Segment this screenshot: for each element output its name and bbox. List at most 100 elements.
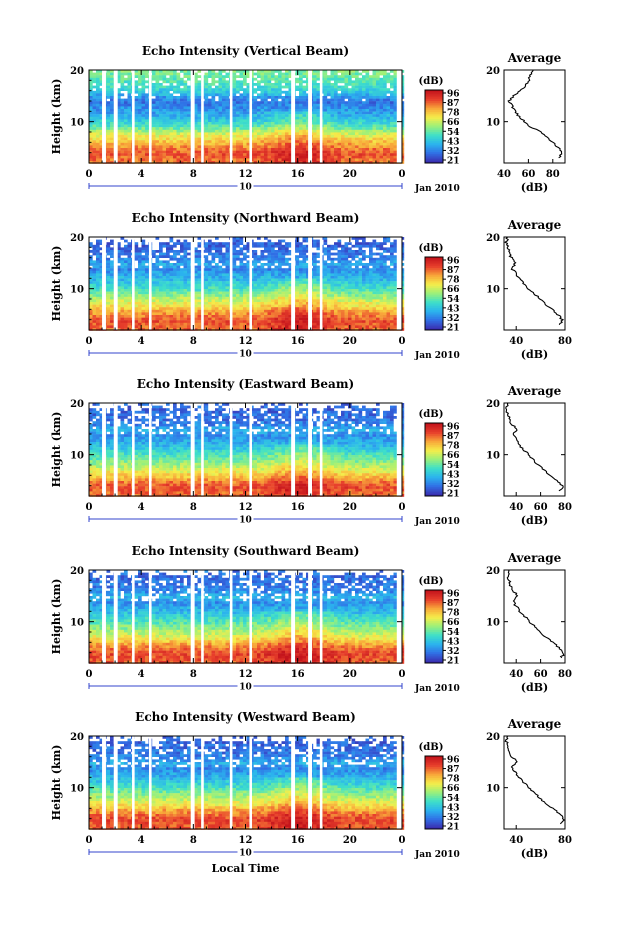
heatmap-cell [264,90,268,94]
heatmap-cell [383,158,387,162]
heatmap-cell [194,307,198,310]
heatmap-cell [264,247,268,251]
heatmap-cell [246,268,251,271]
heatmap-cell [120,111,125,115]
heatmap-cell [159,302,163,305]
heatmap-cell [218,291,223,295]
heatmap-cell [124,286,128,290]
heatmap-cell [267,263,272,266]
heatmap-cell [162,153,167,156]
heatmap-cell [215,320,219,323]
heatmap-cell [379,114,384,117]
heatmap-cell [372,119,377,123]
heatmap-cell [323,106,328,110]
heatmap-cell [106,148,111,151]
heatmap-cell [96,265,100,269]
heatmap-cell [348,129,352,133]
heatmap-cell [327,93,331,97]
heatmap-cell [159,150,163,154]
heatmap-cell [393,90,398,94]
heatmap-cell [145,296,149,300]
heatmap-cell [169,304,174,308]
heatmap-cell [173,304,177,308]
heatmap-cell [187,315,191,318]
heatmap-cell [313,98,317,102]
heatmap-cell [180,127,184,130]
heatmap-cell [197,142,202,146]
heatmap-cell [267,114,272,117]
heatmap-cell [264,309,268,313]
heatmap-cell [197,96,202,99]
heatmap-cell [232,322,237,326]
heatmap-cell [138,320,142,323]
heatmap-cell [264,109,268,112]
heatmap-cell [120,101,125,104]
heatmap-cell [92,122,97,125]
heatmap-cell [246,291,251,295]
heatmap-cell [159,268,163,271]
heatmap-cell [222,70,226,73]
heatmap-cell [117,129,121,133]
heatmap-cell [187,96,191,99]
heatmap-cell [92,250,97,253]
heatmap-cell [260,96,265,99]
heatmap-cell [316,122,321,125]
heatmap-cell [134,114,139,117]
colorbar-segment [425,108,443,111]
heatmap-cell [152,276,156,279]
heatmap-cell [208,291,212,295]
heatmap-cell [222,309,226,313]
heatmap-cell [222,150,226,154]
heatmap-cell [260,309,265,313]
heatmap-cell [187,153,191,156]
heatmap-cell [267,142,272,146]
heatmap-cell [306,148,310,151]
heatmap-cell [211,325,216,329]
heatmap-cell [257,307,261,310]
heatmap-cell [159,98,163,102]
heatmap-cell [110,302,114,305]
heatmap-cell [180,116,184,120]
heatmap-cell [372,137,377,141]
heatmap-cell [313,93,317,97]
heatmap-cell [117,244,121,248]
heatmap-cell [187,281,191,284]
heatmap-cell [180,80,184,84]
heatmap-cell [92,270,97,274]
heatmap-cell [369,161,373,164]
heatmap-cell [355,135,359,138]
heatmap-cell [211,109,216,112]
heatmap-cell [232,320,237,323]
heatmap-cell [166,85,170,89]
heatmap-cell [239,268,244,271]
heatmap-cell [306,137,310,141]
heatmap-cell [337,150,342,154]
heatmap-cell [376,114,380,117]
heatmap-cell [225,80,230,84]
data-gap [319,70,323,163]
heatmap-cell [110,299,114,303]
heatmap-cell [152,281,156,284]
heatmap-cell [330,114,335,117]
heatmap-cell [243,132,247,136]
heatmap-cell [267,278,272,282]
heatmap-cell [246,93,251,97]
heatmap-cell [169,137,174,141]
heatmap-cell [271,158,275,162]
heatmap-cell [197,90,202,94]
heatmap-cell [302,90,307,94]
heatmap-cell [134,242,139,245]
heatmap-cell [183,276,188,279]
heatmap-cell [264,137,268,141]
heatmap-cell [197,98,202,102]
heatmap-cell [218,260,223,264]
heatmap-cell [92,315,97,318]
heatmap-cell [99,302,104,305]
heatmap-cell [145,322,149,326]
heatmap-cell [285,85,289,89]
heatmap-cell [390,129,394,133]
heatmap-cell [264,101,268,104]
heatmap-cell [159,273,163,277]
x-tick-label: 12 [239,169,253,180]
heatmap-cell [236,83,240,86]
